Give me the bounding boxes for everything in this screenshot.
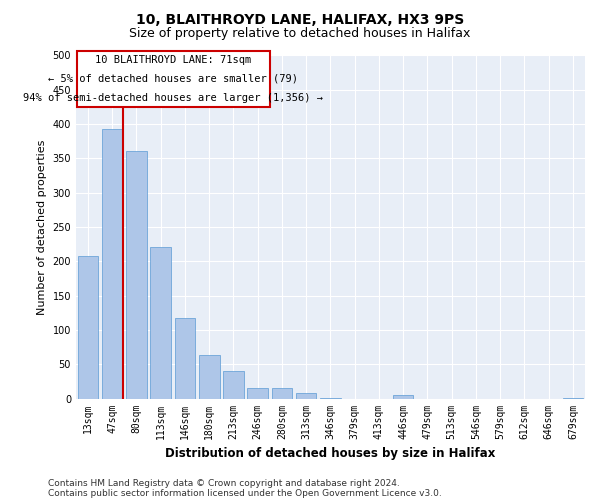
Bar [77, 256, 98, 398]
X-axis label: Distribution of detached houses by size in Halifax: Distribution of detached houses by size … [165, 447, 496, 460]
Text: 94% of semi-detached houses are larger (1,356) →: 94% of semi-detached houses are larger (… [23, 93, 323, 103]
Bar [223, 371, 244, 398]
Text: ← 5% of detached houses are smaller (79): ← 5% of detached houses are smaller (79) [49, 74, 298, 84]
FancyBboxPatch shape [77, 50, 270, 107]
Bar [296, 393, 316, 398]
Text: 10, BLAITHROYD LANE, HALIFAX, HX3 9PS: 10, BLAITHROYD LANE, HALIFAX, HX3 9PS [136, 12, 464, 26]
Bar [126, 152, 147, 398]
Y-axis label: Number of detached properties: Number of detached properties [37, 140, 47, 314]
Bar [272, 388, 292, 398]
Bar [175, 318, 195, 398]
Text: Size of property relative to detached houses in Halifax: Size of property relative to detached ho… [130, 28, 470, 40]
Text: Contains HM Land Registry data © Crown copyright and database right 2024.: Contains HM Land Registry data © Crown c… [48, 478, 400, 488]
Bar [151, 247, 171, 398]
Bar [393, 395, 413, 398]
Bar [199, 356, 220, 399]
Text: Contains public sector information licensed under the Open Government Licence v3: Contains public sector information licen… [48, 488, 442, 498]
Bar [102, 129, 122, 398]
Text: 10 BLAITHROYD LANE: 71sqm: 10 BLAITHROYD LANE: 71sqm [95, 54, 251, 64]
Bar [247, 388, 268, 398]
